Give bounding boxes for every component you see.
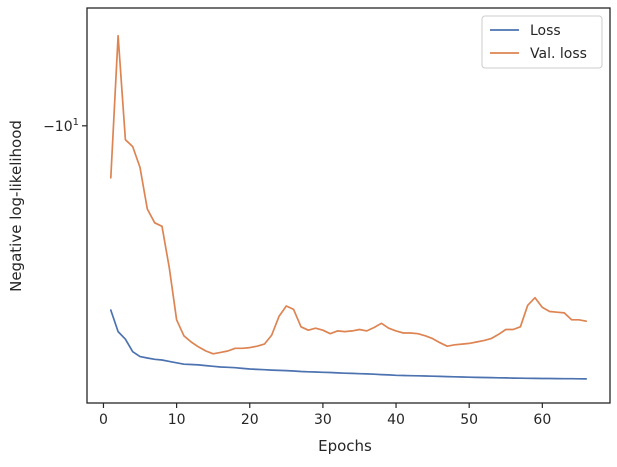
x-tick-label: 10 — [168, 412, 186, 428]
axes: 0 10 20 30 40 50 60 −101 — [43, 117, 551, 428]
y-tick-label: −101 — [43, 117, 79, 135]
x-tick-label: 50 — [460, 412, 478, 428]
y-axis-label: Negative log-likelihood — [7, 120, 25, 292]
plot-frame — [86, 7, 611, 404]
plot-marks — [109, 34, 588, 380]
legend: Loss Val. loss — [481, 15, 603, 69]
x-axis-label: Epochs — [318, 437, 372, 455]
x-tick-label: 20 — [241, 412, 259, 428]
x-tick-label: 40 — [387, 412, 405, 428]
x-tick-label: 60 — [533, 412, 551, 428]
x-tick-label: 30 — [314, 412, 332, 428]
x-tick-label: 0 — [99, 412, 108, 428]
series-line-val-loss — [109, 34, 588, 355]
legend-box — [481, 15, 603, 69]
legend-label-loss: Loss — [530, 23, 561, 39]
series-line-loss — [109, 309, 588, 380]
legend-label-val-loss: Val. loss — [530, 46, 587, 62]
